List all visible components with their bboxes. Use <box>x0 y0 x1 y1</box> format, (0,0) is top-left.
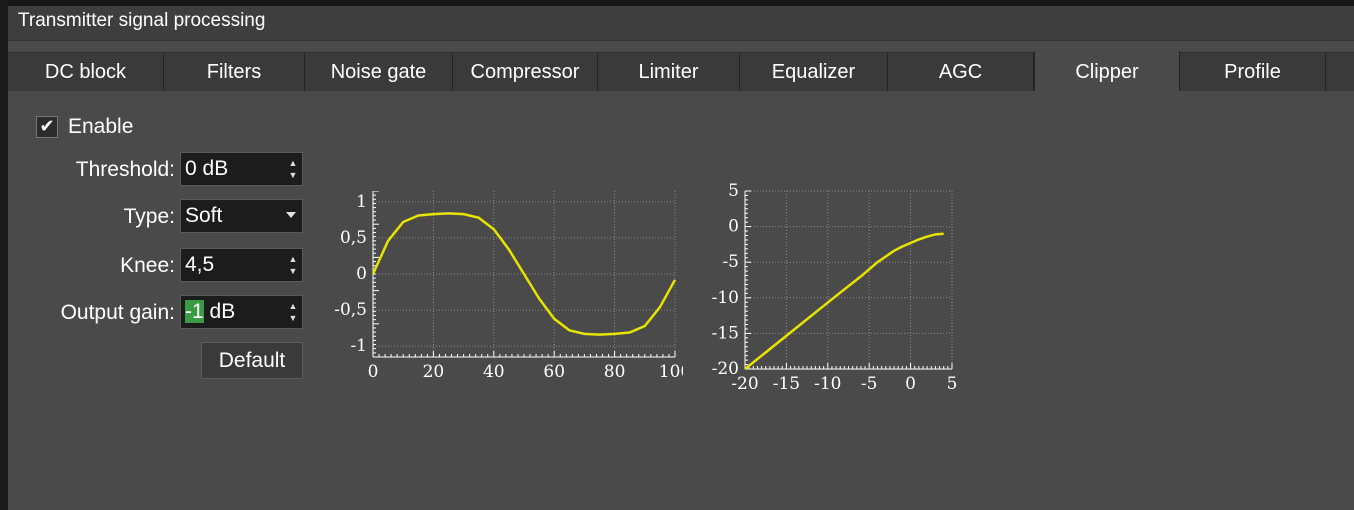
y-tick-label: -1 <box>350 336 367 356</box>
tab-limiter[interactable]: Limiter <box>598 53 740 91</box>
threshold-increment-icon[interactable]: ▲ <box>288 158 298 168</box>
clipper-transfer-chart: -20 -15 -10 -5 0 5 5 0 -5 -10 -15 -20 <box>712 183 958 394</box>
output-gain-increment-icon[interactable]: ▲ <box>288 301 298 311</box>
y-tick-label: 0 <box>728 217 739 237</box>
threshold-decrement-icon[interactable]: ▼ <box>288 170 298 180</box>
window-title: Transmitter signal processing <box>18 10 266 31</box>
y-tick-label: -20 <box>712 359 739 379</box>
check-icon: ✔ <box>39 116 55 137</box>
enable-checkbox[interactable]: ✔ <box>36 116 58 138</box>
output-gain-label: Output gain: <box>60 301 175 324</box>
y-tick-label: -10 <box>712 288 739 308</box>
threshold-label: Threshold: <box>75 158 175 181</box>
signal-processing-panel: Transmitter signal processing DC block F… <box>8 6 1354 510</box>
x-tick-label: -5 <box>861 374 878 394</box>
tab-clipper[interactable]: Clipper <box>1034 51 1180 93</box>
clipper-tab-content: ✔ Enable Threshold: 0 dB ▲ ▼ Type: Soft … <box>8 91 1354 510</box>
knee-spinbox[interactable]: 4,5 ▲ ▼ <box>180 248 303 282</box>
threshold-spinbox[interactable]: 0 dB ▲ ▼ <box>180 152 303 186</box>
window-frame-left <box>0 0 8 510</box>
knee-value: 4,5 <box>185 253 215 276</box>
tab-filters[interactable]: Filters <box>164 53 305 91</box>
x-tick-label: 60 <box>543 362 565 382</box>
x-tick-label: 20 <box>423 362 445 382</box>
y-tick-label: -5 <box>722 252 739 272</box>
tab-agc[interactable]: AGC <box>888 53 1034 91</box>
tab-compressor[interactable]: Compressor <box>453 53 598 91</box>
series-line-2 <box>744 232 944 370</box>
y-tick-label: -15 <box>712 323 739 343</box>
tab-noise-gate[interactable]: Noise gate <box>305 53 453 91</box>
y-tick-label: 1 <box>356 192 367 212</box>
clipper-waveform-chart: 0 20 40 60 80 100 1 0,5 0 -0,5 -1 <box>334 191 683 382</box>
tab-bar: DC block Filters Noise gate Compressor L… <box>8 51 1354 93</box>
type-label: Type: <box>123 205 175 228</box>
tab-dc-block[interactable]: DC block <box>8 53 164 91</box>
output-gain-decrement-icon[interactable]: ▼ <box>288 313 298 323</box>
x-tick-label: 100 <box>659 362 683 382</box>
output-gain-unit: dB <box>203 300 236 323</box>
x-tick-label: 0 <box>905 374 916 394</box>
y-tick-label: 0 <box>356 264 367 284</box>
chevron-down-icon[interactable] <box>286 212 296 218</box>
y-tick-label: -0,5 <box>334 300 367 320</box>
default-button[interactable]: Default <box>201 342 303 379</box>
knee-decrement-icon[interactable]: ▼ <box>288 266 298 276</box>
type-value: Soft <box>185 204 223 227</box>
x-tick-label: 80 <box>604 362 626 382</box>
x-tick-label: 5 <box>947 374 958 394</box>
x-tick-label: -10 <box>814 374 841 394</box>
x-tick-label: -15 <box>773 374 800 394</box>
knee-label: Knee: <box>120 254 175 277</box>
window-frame-top <box>0 0 1354 6</box>
threshold-value: 0 dB <box>185 157 229 180</box>
x-tick-label: 40 <box>483 362 505 382</box>
output-gain-value: -1 dB <box>185 300 235 324</box>
tab-equalizer[interactable]: Equalizer <box>740 53 888 91</box>
enable-label: Enable <box>68 115 134 138</box>
y-tick-label: 5 <box>728 183 739 201</box>
output-gain-spinbox[interactable]: -1 dB ▲ ▼ <box>180 295 303 329</box>
x-tick-label: 0 <box>368 362 379 382</box>
series-line-1 <box>371 212 677 336</box>
x-tick-label: -20 <box>731 374 758 394</box>
tab-profile[interactable]: Profile <box>1180 53 1326 91</box>
knee-increment-icon[interactable]: ▲ <box>288 254 298 264</box>
output-gain-selected-text: -1 <box>185 300 204 323</box>
enable-checkbox-row[interactable]: ✔ Enable <box>36 115 133 139</box>
y-tick-label: 0,5 <box>340 228 367 248</box>
title-bar: Transmitter signal processing <box>8 6 1354 41</box>
type-dropdown[interactable]: Soft <box>180 199 303 233</box>
